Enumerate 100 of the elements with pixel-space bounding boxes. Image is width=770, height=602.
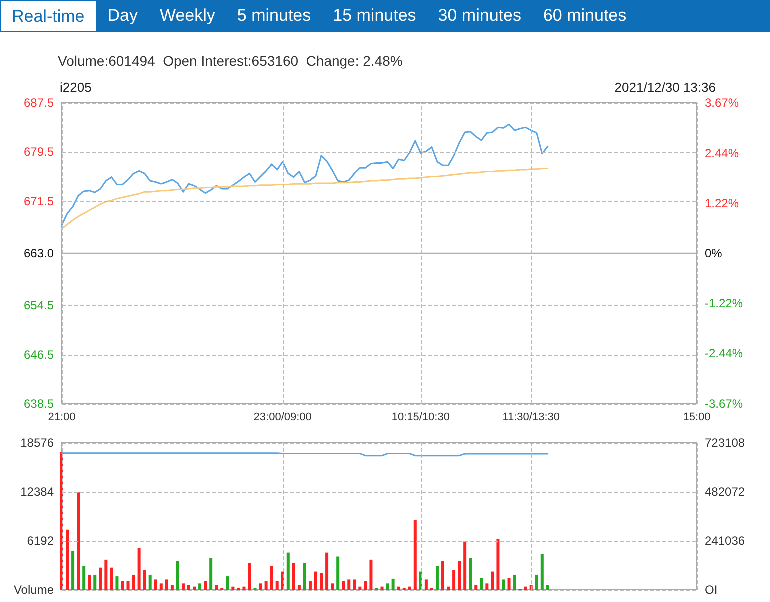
- line-series: [61, 124, 549, 226]
- bar: [414, 520, 417, 590]
- bar: [480, 578, 484, 590]
- bar: [126, 581, 130, 590]
- y-tick-label: 12384: [20, 485, 54, 499]
- bar: [436, 566, 439, 590]
- chart-title: i2205: [60, 80, 92, 95]
- bar: [540, 554, 544, 590]
- bar: [132, 574, 136, 590]
- bar: [513, 574, 516, 590]
- y2-tick-label: 1.22%: [705, 196, 740, 210]
- bar: [286, 552, 290, 590]
- y2-tick-label: 2.44%: [705, 146, 740, 160]
- text: Real-time: [0, 0, 97, 32]
- bar: [342, 581, 346, 590]
- bar: [474, 585, 478, 590]
- bar: [104, 560, 108, 590]
- y2-tick-label: 3.67%: [705, 96, 740, 110]
- bar: [408, 586, 412, 590]
- y-tick-label: 687.5: [24, 96, 54, 110]
- bar: [138, 548, 141, 590]
- bar: [116, 576, 119, 590]
- bar: [176, 562, 180, 590]
- y-tick-label: 646.5: [24, 348, 54, 362]
- y2-tick-label: -3.67%: [705, 397, 744, 411]
- bar: [331, 584, 334, 590]
- bar: [486, 584, 489, 590]
- bar: [491, 572, 494, 590]
- bar: [264, 581, 268, 590]
- bar: [88, 574, 92, 590]
- bar: [121, 581, 124, 590]
- bar: [314, 572, 318, 590]
- y-tick-label: 679.5: [24, 145, 54, 160]
- bar: [165, 580, 168, 590]
- y-tick-label: Volume: [14, 583, 54, 597]
- bar: [535, 574, 538, 590]
- bar: [524, 586, 528, 590]
- line-series: [61, 168, 549, 230]
- bar: [170, 585, 174, 590]
- bar: [182, 584, 185, 590]
- x-tick-label: 23:00/09:00: [254, 412, 312, 424]
- bar: [232, 586, 235, 590]
- bar: [160, 584, 163, 590]
- bar: [326, 552, 329, 590]
- bar: [392, 578, 395, 590]
- bar: [348, 580, 351, 590]
- bar: [458, 562, 462, 590]
- bar: [226, 576, 230, 590]
- y2-tick-label: 482072: [705, 485, 746, 499]
- y2-tick-label: -1.22%: [705, 296, 744, 311]
- bar: [546, 585, 550, 590]
- x-tick-label: 15:00: [683, 412, 711, 424]
- bar: [336, 556, 340, 590]
- bar: [94, 574, 97, 590]
- bar: [193, 586, 196, 590]
- bar: [370, 560, 373, 590]
- chart-subtitle: Volume:601494 Open Interest:653160 Change: 2.48%: [58, 53, 403, 69]
- y-tick-label: 638.5: [24, 397, 54, 411]
- y2-tick-label: 241036: [705, 534, 746, 548]
- bar: [358, 586, 362, 590]
- bar: [248, 563, 252, 590]
- bar: [447, 586, 450, 590]
- y2-tick-label: OI: [705, 583, 718, 597]
- bar: [442, 562, 444, 590]
- x-tick-label: 21:00: [48, 412, 76, 424]
- text: 60 minutes: [542, 5, 628, 27]
- bar: [270, 566, 274, 590]
- x-tick-label: 10:15/10:30: [392, 412, 450, 424]
- text: 2021/12/30 13:36: [614, 80, 716, 95]
- text: 30 minutes: [437, 5, 522, 27]
- text: Weekly: [158, 5, 216, 27]
- bar: [259, 584, 262, 590]
- y2-tick-label: 0%: [705, 246, 723, 260]
- bar: [303, 563, 306, 590]
- bar: [502, 580, 506, 590]
- bar: [298, 585, 301, 590]
- text: 15 minutes: [332, 5, 418, 27]
- bar: [508, 578, 511, 590]
- bar: [292, 563, 296, 590]
- bar: [66, 530, 70, 590]
- bar: [308, 581, 312, 590]
- bar: [364, 581, 368, 590]
- bar: [198, 584, 202, 590]
- bar: [215, 585, 218, 590]
- text: 5 minutes: [236, 5, 312, 27]
- bar: [99, 568, 102, 590]
- y2-tick-label: -2.44%: [705, 346, 744, 361]
- bar: [380, 586, 384, 590]
- bar: [397, 586, 400, 590]
- bar: [276, 581, 279, 590]
- bar: [386, 584, 390, 590]
- y2-tick-label: 723108: [705, 436, 746, 450]
- bar: [72, 551, 75, 590]
- bar: [188, 585, 190, 590]
- bar: [77, 492, 80, 590]
- bar: [210, 558, 213, 590]
- bar: [464, 542, 467, 590]
- bar: [154, 580, 158, 590]
- bar: [452, 570, 456, 590]
- bar: [353, 580, 356, 590]
